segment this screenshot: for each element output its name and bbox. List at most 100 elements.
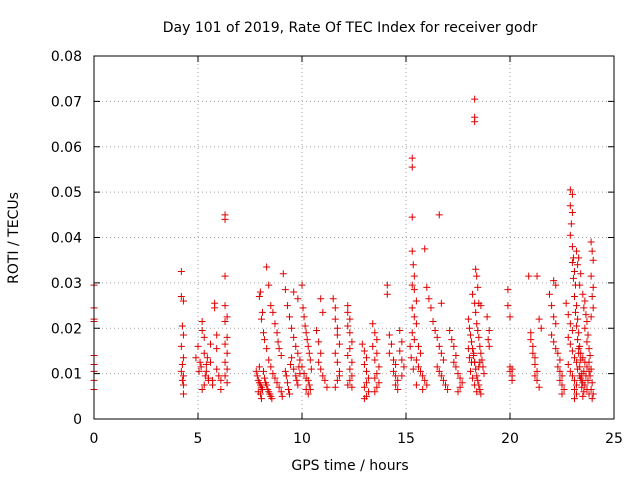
data-point (468, 338, 475, 345)
data-point (527, 329, 534, 336)
data-point (204, 354, 211, 361)
y-tick-label: 0.03 (51, 276, 82, 292)
data-point (207, 341, 214, 348)
x-tick-label: 15 (397, 431, 415, 447)
data-point (203, 368, 210, 375)
y-axis-label: ROTI / TECUs (6, 192, 22, 284)
data-point (336, 341, 343, 348)
data-point (363, 354, 370, 361)
data-point (369, 320, 376, 327)
data-point (417, 350, 424, 357)
data-point (213, 366, 220, 373)
data-point (369, 343, 376, 350)
data-point (472, 309, 479, 316)
data-point (201, 350, 208, 357)
data-point (199, 318, 206, 325)
data-point (579, 393, 586, 400)
data-point (261, 336, 268, 343)
data-point (211, 304, 218, 311)
data-point (334, 359, 341, 366)
data-point (224, 334, 231, 341)
data-point (409, 164, 416, 171)
data-point (280, 270, 287, 277)
data-point (567, 202, 574, 209)
data-point (332, 316, 339, 323)
data-point (525, 273, 532, 280)
data-point (485, 336, 492, 343)
data-point (371, 329, 378, 336)
data-point (384, 291, 391, 298)
data-point (263, 263, 270, 270)
data-point (581, 325, 588, 332)
data-point (419, 386, 426, 393)
data-point (299, 282, 306, 289)
data-point (315, 359, 322, 366)
data-point (568, 220, 575, 227)
data-point (587, 352, 594, 359)
roti-scatter-plot: Day 101 of 2019, Rate Of TEC Index for r… (0, 0, 640, 480)
x-tick-label: 0 (90, 431, 99, 447)
data-point (413, 381, 420, 388)
data-point (267, 363, 274, 370)
data-point (569, 347, 576, 354)
data-point (452, 352, 459, 359)
data-point (288, 325, 295, 332)
data-point (565, 361, 572, 368)
y-tick-label: 0.07 (51, 94, 82, 110)
data-point (308, 366, 315, 373)
data-point (222, 216, 229, 223)
data-point (384, 282, 391, 289)
data-point (409, 304, 416, 311)
data-point (361, 361, 368, 368)
data-point (423, 284, 430, 291)
y-tick-label: 0 (73, 412, 82, 428)
data-point (477, 350, 484, 357)
data-point (222, 302, 229, 309)
data-point (282, 286, 289, 293)
data-point (222, 273, 229, 280)
y-tick-label: 0.02 (51, 321, 82, 337)
data-point (550, 313, 557, 320)
data-point (315, 338, 322, 345)
data-point (589, 293, 596, 300)
data-point (332, 384, 339, 391)
data-point (574, 336, 581, 343)
data-point (469, 291, 476, 298)
data-point (574, 316, 581, 323)
data-point (317, 366, 324, 373)
data-point (507, 313, 514, 320)
data-point (344, 309, 351, 316)
data-point (260, 368, 267, 375)
data-point (263, 345, 270, 352)
data-point (411, 336, 418, 343)
data-point (396, 347, 403, 354)
x-tick-label: 20 (501, 431, 519, 447)
data-point (472, 266, 479, 273)
data-point (346, 345, 353, 352)
data-point (589, 248, 596, 255)
data-point (363, 368, 370, 375)
data-point (536, 316, 543, 323)
data-point (178, 268, 185, 275)
data-point (398, 357, 405, 364)
data-point (286, 391, 293, 398)
data-point (475, 334, 482, 341)
data-point (427, 304, 434, 311)
data-point (450, 343, 457, 350)
y-tick-label: 0.01 (51, 367, 82, 383)
data-point (348, 359, 355, 366)
y-tick-label: 0.08 (51, 49, 82, 65)
data-point (334, 332, 341, 339)
data-point (304, 336, 311, 343)
data-point (474, 284, 481, 291)
data-point (509, 377, 516, 384)
data-point (209, 381, 216, 388)
data-point (217, 386, 224, 393)
data-point (275, 338, 282, 345)
data-point (486, 343, 493, 350)
data-point (283, 372, 290, 379)
x-axis-label: GPS time / hours (291, 458, 408, 474)
data-point (276, 345, 283, 352)
data-point (260, 329, 267, 336)
data-point (303, 329, 310, 336)
